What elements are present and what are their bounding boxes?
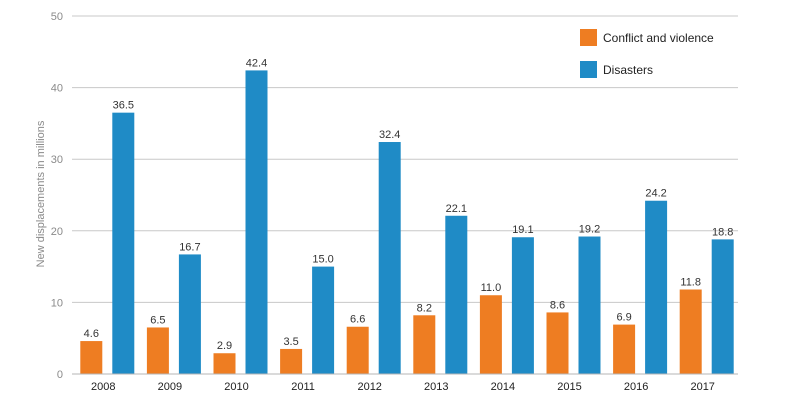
- conflict-bar: [280, 348, 303, 374]
- legend-swatch-conflict: [580, 29, 597, 46]
- conflict-bar: [479, 295, 502, 374]
- disasters-bar: [178, 254, 201, 374]
- data-label: 32.4: [379, 129, 400, 141]
- data-label: 6.5: [150, 314, 165, 326]
- data-label: 6.9: [616, 312, 631, 324]
- disasters-bar: [578, 236, 601, 374]
- data-label: 4.6: [84, 328, 99, 340]
- disasters-bar: [245, 70, 268, 374]
- data-label: 24.2: [645, 188, 666, 200]
- data-label: 22.1: [446, 203, 467, 215]
- data-label: 8.2: [417, 302, 432, 314]
- data-label: 8.6: [550, 299, 565, 311]
- data-label: 11.0: [481, 282, 502, 294]
- gridlines: [72, 15, 738, 303]
- y-tick-label: 30: [51, 154, 63, 166]
- conflict-bar: [146, 327, 169, 374]
- data-label: 16.7: [179, 241, 200, 253]
- y-tick-label: 20: [51, 226, 63, 238]
- y-tick-label: 10: [51, 297, 63, 309]
- y-tick-label: 40: [51, 83, 63, 95]
- data-label: 6.6: [350, 314, 365, 326]
- data-label: 19.1: [512, 224, 533, 236]
- data-label: 19.2: [579, 224, 600, 236]
- y-tick-label: 50: [51, 11, 63, 23]
- conflict-bar: [346, 326, 369, 374]
- x-tick-label: 2015: [557, 381, 581, 393]
- disasters-bar: [711, 239, 734, 374]
- legend-label-disasters: Disasters: [603, 63, 653, 77]
- x-tick-label: 2010: [224, 381, 248, 393]
- x-tick-label: 2013: [424, 381, 448, 393]
- conflict-bar: [613, 324, 636, 374]
- x-tick-label: 2011: [291, 381, 315, 393]
- data-labels: 4.6 36.5 6.5 16.7 2.9 42.4 3.5 15.0 6.6 32.4 8.2 22…: [84, 57, 734, 352]
- data-label: 3.5: [283, 336, 298, 348]
- data-label: 36.5: [113, 100, 134, 112]
- data-label: 15.0: [312, 254, 333, 266]
- disasters-bar: [378, 142, 401, 374]
- data-label: 18.8: [712, 226, 733, 238]
- legend-label-conflict: Conflict and violence: [603, 31, 714, 45]
- y-axis-title: New displacements in millions: [35, 120, 47, 267]
- x-tick-label: 2017: [690, 381, 714, 393]
- disasters-bar: [312, 266, 335, 374]
- data-label: 42.4: [246, 57, 267, 69]
- bars: [80, 70, 734, 374]
- disasters-bar: [112, 112, 135, 374]
- x-tick-label: 2008: [91, 381, 115, 393]
- conflict-bar: [413, 315, 436, 374]
- y-axis-ticks: 0 10 20 30 40 50: [51, 11, 63, 381]
- x-axis-ticks: 2008 2009 2010 2011 2012 2013 2014 2015 2016 2017: [91, 381, 715, 393]
- y-tick-label: 0: [57, 369, 63, 381]
- disasters-bar: [445, 215, 468, 374]
- conflict-bar: [546, 312, 569, 374]
- conflict-bar: [213, 353, 236, 374]
- legend: Conflict and violence Disasters: [580, 29, 714, 78]
- x-tick-label: 2014: [491, 381, 515, 393]
- x-tick-label: 2016: [624, 381, 648, 393]
- data-label: 11.8: [680, 277, 701, 289]
- x-tick-label: 2009: [158, 381, 182, 393]
- data-label: 2.9: [217, 340, 232, 352]
- disasters-bar: [645, 200, 668, 374]
- conflict-bar: [80, 341, 103, 374]
- legend-swatch-disasters: [580, 61, 597, 78]
- x-tick-label: 2012: [357, 381, 381, 393]
- conflict-bar: [679, 289, 702, 374]
- disasters-bar: [511, 237, 534, 374]
